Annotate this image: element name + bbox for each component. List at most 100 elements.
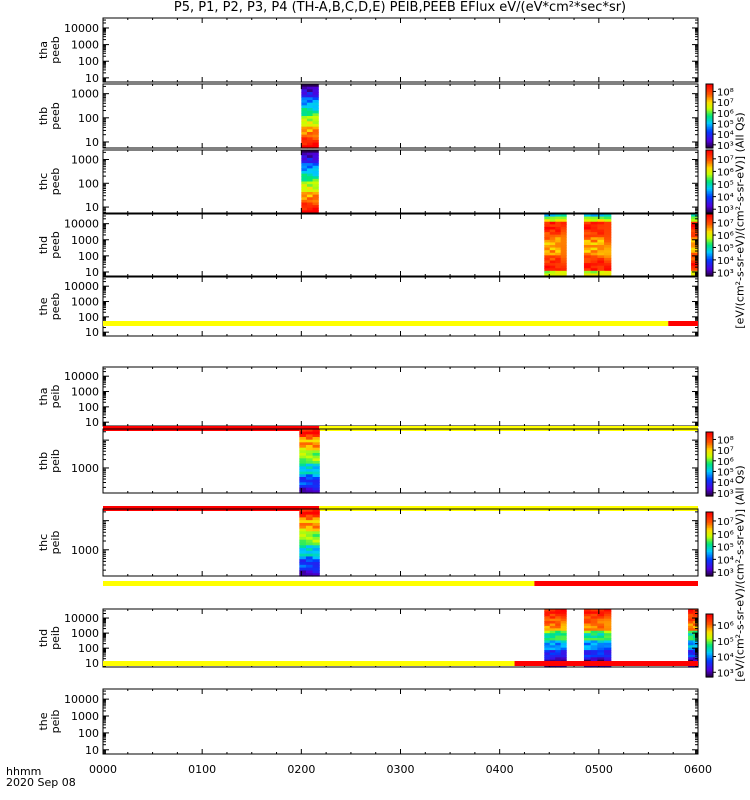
spectrogram-cell <box>299 431 307 435</box>
spectrogram-cell <box>604 250 612 254</box>
spectrogram-cell <box>301 110 308 114</box>
y-tick-label: 10 <box>85 266 99 279</box>
spectrogram-cell <box>604 257 612 262</box>
spectrogram-cell <box>549 237 556 241</box>
spectrogram-cell <box>312 455 320 459</box>
spectrogram-cell <box>312 140 319 144</box>
colorbar-cell <box>706 462 713 465</box>
colorbar-cell <box>706 192 713 195</box>
spectrogram-cell <box>597 633 605 637</box>
spectrogram-cell <box>544 219 551 223</box>
spectrogram-cell <box>305 485 314 489</box>
spectrogram-cell <box>544 628 551 632</box>
spectrogram-cell <box>560 654 567 658</box>
spectrogram-cell <box>312 94 319 98</box>
colorbar-cell <box>706 563 713 566</box>
colorbar-cell <box>706 104 713 107</box>
colorbar-cell <box>706 175 713 178</box>
spectrogram-cell <box>583 613 592 617</box>
y-tick-label: 100 <box>78 727 99 740</box>
spectrogram-cell <box>299 520 307 524</box>
colorbar-cell <box>706 569 713 572</box>
colorbar-cell <box>706 672 713 675</box>
colorbar-cell <box>706 229 713 232</box>
colorbar-cell <box>706 444 713 447</box>
spectrogram-cell <box>544 239 551 244</box>
spectrogram-cell <box>299 556 307 560</box>
colorbar-cell <box>706 266 713 269</box>
spectrogram-cell <box>312 450 320 454</box>
spectrogram-cell <box>301 181 308 185</box>
spectrogram-cell <box>688 611 694 615</box>
colorbar-cell <box>706 456 713 459</box>
colorbar-cell <box>706 237 713 240</box>
spectrogram-cell <box>549 234 556 238</box>
spectrogram-cell <box>305 550 314 555</box>
panel-tha_peib: 10 100 1000 10000 tha peib <box>37 366 699 431</box>
spectrogram-cell <box>305 445 314 449</box>
colorbar-cell <box>706 465 713 468</box>
spectrogram-cell <box>560 618 567 622</box>
spectrogram-cell <box>604 234 612 238</box>
colorbar-cell <box>706 198 713 201</box>
spectrogram-cell <box>305 525 314 530</box>
colorbar-cell <box>706 470 713 473</box>
spectrogram-cell <box>544 609 551 613</box>
spectrogram-cell <box>299 469 307 473</box>
spectrogram-cell <box>306 210 314 214</box>
spectrogram-cell <box>312 439 320 443</box>
spectrogram-cell <box>305 509 314 513</box>
colorbar-cell <box>706 232 713 235</box>
spectrogram-cell <box>312 124 319 128</box>
spectrogram-cell <box>549 611 556 615</box>
spectrogram-cell <box>305 471 314 475</box>
spectrogram-cell <box>583 625 592 629</box>
spectrogram-cell <box>306 150 314 154</box>
spectrogram-cell <box>299 453 307 457</box>
colorbar-cell <box>706 164 713 167</box>
colorbar-cell <box>706 454 713 457</box>
spectrogram-cell <box>691 224 699 228</box>
colorbar-cell <box>706 265 713 268</box>
spectrogram-cell <box>597 613 605 617</box>
spectrogram-cell <box>691 245 699 249</box>
colorbar-tick-label: 10⁶ <box>717 231 734 242</box>
spectrogram-cell <box>560 621 567 625</box>
colorbar-cell <box>706 138 713 141</box>
spectrogram-cell <box>312 150 319 154</box>
spectrogram-cell <box>549 268 556 272</box>
spectrogram-cell <box>312 447 320 451</box>
spectrogram-cell <box>604 657 612 661</box>
spectrogram-cell <box>583 219 592 223</box>
y-tick-label: 1000 <box>71 39 99 52</box>
spectrogram-cell <box>544 652 551 656</box>
spectrogram-cell <box>597 214 605 218</box>
colorbar-cell <box>706 205 713 208</box>
spectrogram-cell <box>299 525 307 530</box>
spectrogram-cell <box>301 108 308 112</box>
spectrogram-cell <box>555 647 562 651</box>
y-tick-label: 100 <box>78 311 99 324</box>
spectrogram-cell <box>305 514 314 518</box>
spectrogram-cell <box>583 621 592 625</box>
spectrogram-cell <box>305 522 314 527</box>
colorbar-cell <box>706 150 713 153</box>
spectrogram-cell <box>583 252 592 256</box>
spectrogram-cell <box>301 132 308 136</box>
spectrogram-cell <box>560 645 567 649</box>
spectrogram-cell <box>549 642 556 646</box>
spectrogram-cell <box>305 553 314 558</box>
spectrogram-cell <box>305 559 314 563</box>
spectrogram-cell <box>693 645 699 649</box>
colorbar-tick-label: 10⁷ <box>717 155 734 166</box>
spectrogram-cell <box>306 152 314 156</box>
spectrogram-cell <box>583 242 592 246</box>
spectrogram-cell <box>305 542 314 546</box>
spectrogram-block <box>299 429 320 494</box>
y-tick-label: 10 <box>85 416 99 429</box>
spectrogram-cell <box>590 623 598 627</box>
spectrogram-cell <box>555 265 562 269</box>
